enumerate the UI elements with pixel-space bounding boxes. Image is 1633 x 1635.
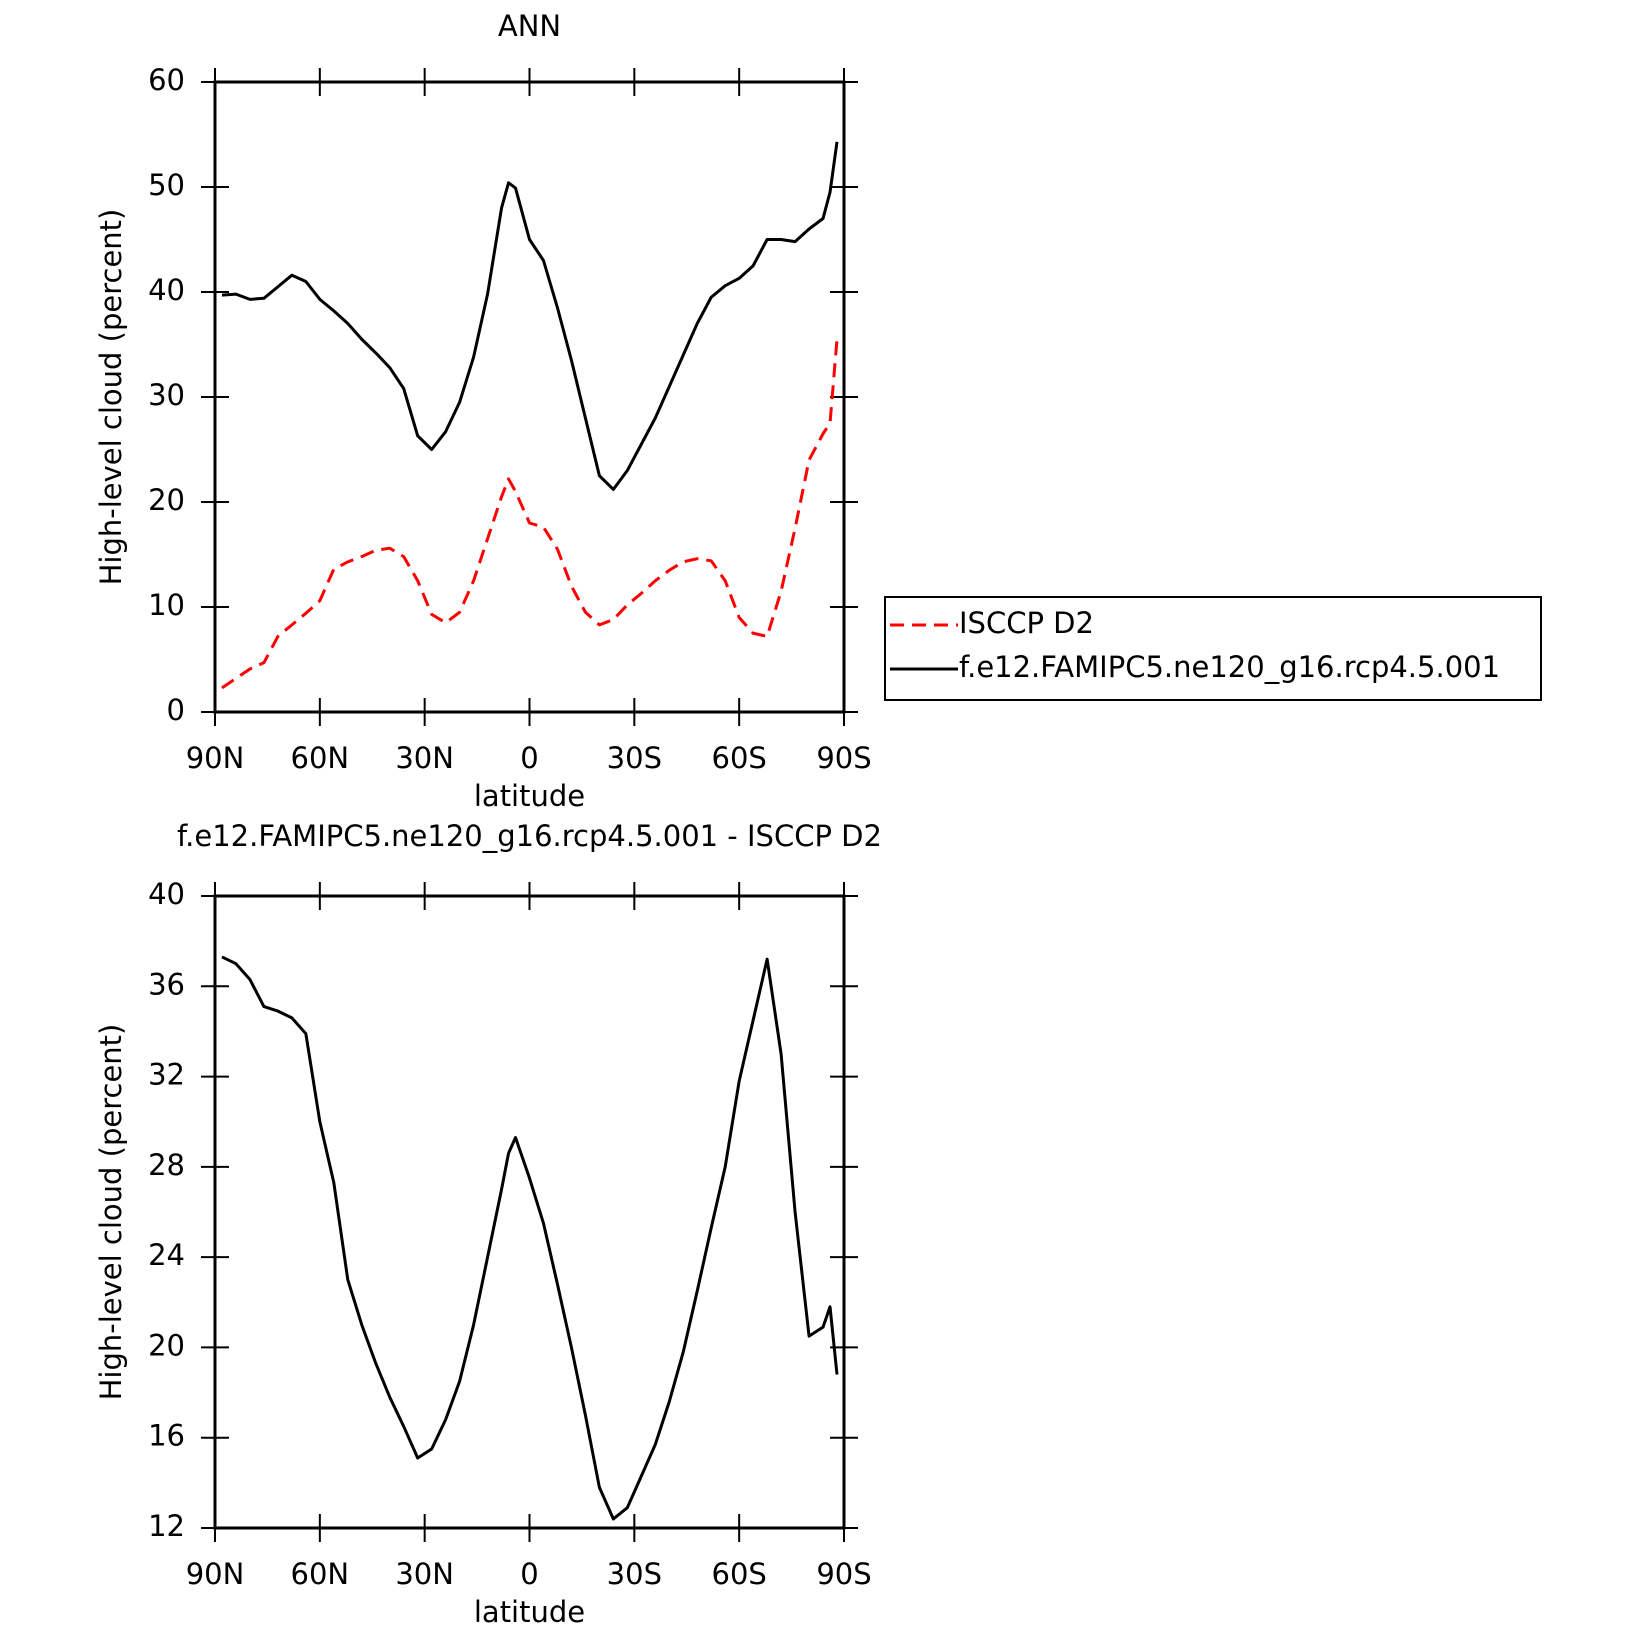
series-line (221, 955, 839, 1521)
series-line (221, 141, 839, 491)
chart-title: f.e12.FAMIPC5.ne120_g16.rcp4.5.001 - ISC… (177, 819, 882, 853)
y-axis-label: High-level cloud (percent) (94, 209, 128, 586)
x-tick-label: 60N (291, 1557, 350, 1591)
x-axis-label: latitude (474, 1595, 585, 1629)
y-tick-label: 50 (148, 168, 185, 202)
y-tick-label: 16 (148, 1419, 185, 1453)
x-tick-label: 90S (816, 1557, 871, 1591)
x-tick-label: 60S (712, 1557, 767, 1591)
legend-label: f.e12.FAMIPC5.ne120_g16.rcp4.5.001 (959, 650, 1500, 684)
y-tick-label: 20 (148, 483, 185, 517)
x-tick-label: 60S (712, 741, 767, 775)
plot-frame (213, 80, 846, 714)
legend-label: ISCCP D2 (959, 606, 1094, 640)
y-tick-label: 24 (148, 1238, 185, 1272)
x-tick-label: 90N (186, 1557, 245, 1591)
series-line (221, 339, 839, 690)
x-tick-label: 60N (291, 741, 350, 775)
chart-title: ANN (498, 9, 561, 43)
y-tick-label: 0 (167, 693, 185, 727)
legend-box (884, 596, 1542, 701)
y-tick-label: 12 (148, 1509, 185, 1543)
y-tick-label: 30 (148, 378, 185, 412)
x-tick-label: 30S (607, 741, 662, 775)
y-tick-label: 10 (148, 588, 185, 622)
y-tick-label: 60 (148, 63, 185, 97)
x-tick-label: 90S (816, 741, 871, 775)
y-tick-label: 40 (148, 877, 185, 911)
plot-frame (213, 894, 846, 1530)
y-tick-label: 20 (148, 1328, 185, 1362)
x-tick-label: 0 (520, 1557, 538, 1591)
y-axis-label: High-level cloud (percent) (94, 1024, 128, 1401)
x-axis-label: latitude (474, 779, 585, 813)
x-tick-label: 30N (395, 1557, 454, 1591)
x-tick-label: 0 (520, 741, 538, 775)
x-tick-label: 30S (607, 1557, 662, 1591)
y-tick-label: 40 (148, 273, 185, 307)
x-tick-label: 90N (186, 741, 245, 775)
y-tick-label: 32 (148, 1058, 185, 1092)
y-tick-label: 28 (148, 1148, 185, 1182)
x-tick-label: 30N (395, 741, 454, 775)
y-tick-label: 36 (148, 967, 185, 1001)
